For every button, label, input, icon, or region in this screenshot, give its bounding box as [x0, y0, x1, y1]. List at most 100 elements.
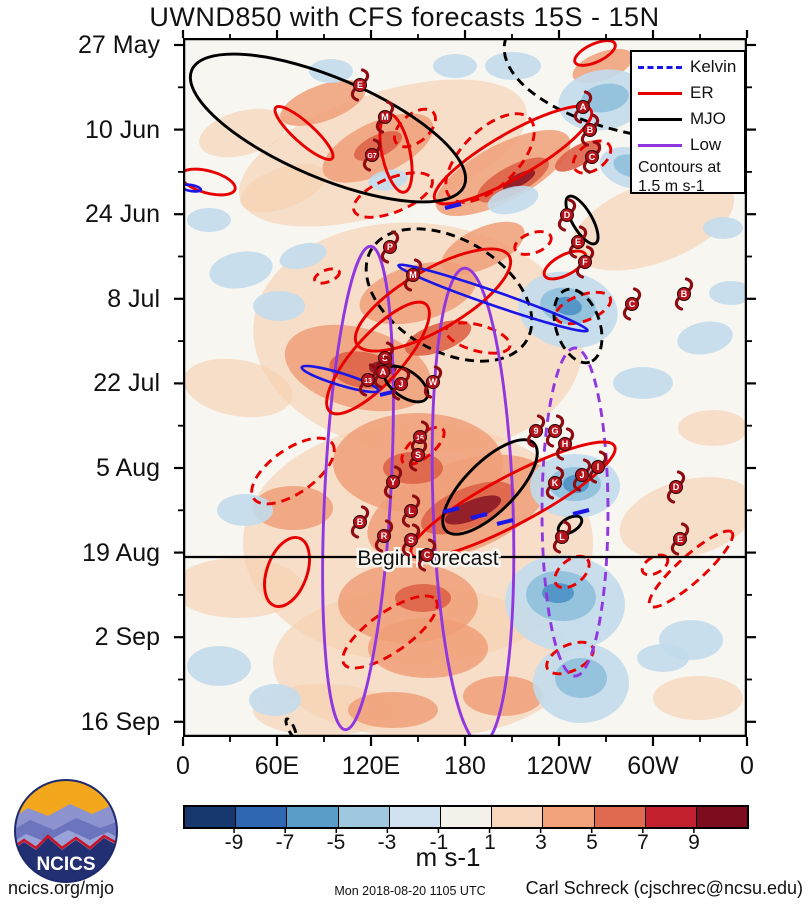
anomaly-blob	[249, 684, 301, 716]
cyclone-letter: L	[559, 532, 565, 542]
colorbar-units: m s-1	[415, 842, 481, 872]
cyclone-letter: S	[415, 450, 421, 460]
cyclone-symbol: D	[666, 470, 686, 504]
anomaly-blob	[240, 163, 326, 213]
colorbar-segment	[644, 807, 696, 827]
cyclone-letter: R	[381, 531, 388, 541]
cyclone-letter: M	[409, 270, 417, 280]
mjo-contour	[364, 227, 534, 363]
cyclone-letter: E	[575, 237, 581, 247]
y-tick-label: 8 Jul	[107, 285, 160, 313]
cyclone-letter: G7	[367, 153, 376, 160]
mjo-contour	[188, 52, 468, 204]
colorbar-tick: 5	[586, 831, 598, 854]
cyclone-letter: H	[562, 439, 569, 449]
colorbar-tick: -1	[429, 831, 449, 854]
ncics-logo: NCICS	[14, 779, 118, 883]
er-contour	[263, 536, 311, 608]
low-line-sample	[638, 143, 682, 147]
y-tick-label: 27 May	[78, 31, 160, 59]
legend-label: Low	[690, 135, 722, 154]
er-contour	[352, 171, 434, 219]
y-tick-label: 2 Sep	[94, 623, 160, 651]
anomaly-blob	[183, 558, 303, 618]
cyclone-symbol: B	[580, 113, 600, 147]
legend-label: Kelvin	[690, 57, 737, 76]
anomaly-blob	[619, 477, 747, 559]
cyclone-letter: D	[564, 210, 571, 220]
colorbar-segment	[388, 807, 440, 827]
er-contour	[183, 167, 237, 197]
cyclone-letter: B	[681, 289, 688, 299]
cyclone-symbol: Y	[383, 465, 403, 499]
er-contour	[571, 139, 613, 175]
legend-row-er: ER	[638, 80, 744, 106]
kelvin-dash	[572, 508, 590, 516]
anomaly-blob	[433, 54, 477, 78]
cyclone-letter: E	[677, 534, 683, 544]
cyclone-symbol: B	[350, 505, 370, 539]
cyclone-symbol: G	[545, 414, 565, 448]
colorbar-segment	[185, 807, 236, 827]
er-contour	[313, 267, 341, 285]
y-tick-label: 16 Sep	[80, 708, 160, 736]
kelvin-dash	[496, 518, 514, 526]
mjo-contour	[284, 717, 298, 737]
cyclone-symbol: W	[423, 365, 443, 399]
cyclone-symbol: S	[401, 523, 421, 557]
cyclone-symbol: J	[572, 458, 592, 492]
cyclone-symbol: M	[403, 258, 423, 292]
anomaly-blob	[485, 52, 541, 80]
colorbar-segment	[337, 807, 389, 827]
plot-border	[183, 38, 747, 737]
cyclone-letter: B	[357, 517, 364, 527]
cyclone-letter: Y	[390, 477, 396, 487]
anomaly-blob	[502, 170, 536, 190]
colorbar-segment	[439, 807, 492, 827]
cyclone-symbol: F	[575, 245, 595, 279]
cyclone-symbol: 9	[526, 414, 546, 448]
colorbar-segment	[235, 807, 287, 827]
cyclone-symbol: M	[375, 100, 395, 134]
cyclone-letter: 9	[533, 426, 538, 436]
contour-note-line2: 1.5 m s-1	[638, 178, 705, 195]
colorbar-tick: 7	[637, 831, 649, 854]
x-tick-label: 60E	[254, 752, 300, 780]
er-contour	[542, 249, 588, 281]
anomaly-blob	[368, 618, 488, 678]
cyclone-symbol: A	[373, 355, 393, 389]
x-tick-label: 120E	[341, 752, 401, 780]
colorbar-tick: 9	[688, 831, 700, 854]
anomaly-blob	[571, 175, 735, 271]
kelvin-dash	[442, 506, 460, 514]
cyclone-symbol: H	[555, 427, 575, 461]
anomaly-blob	[444, 495, 502, 525]
er-contour	[409, 440, 617, 560]
x-tick-label: 180	[444, 752, 486, 780]
kelvin-contour	[300, 364, 380, 394]
cyclone-symbol: D	[557, 198, 577, 232]
anomaly-blob	[187, 646, 251, 686]
anomaly-blob	[677, 321, 733, 355]
er-contour	[273, 105, 335, 161]
cyclone-letter: W	[429, 377, 438, 387]
footer-timestamp: Mon 2018-08-20 1105 UTC	[334, 884, 486, 898]
chart-title: UWND850 with CFS forecasts 15S - 15N	[149, 2, 660, 32]
anomaly-blob	[581, 83, 629, 113]
cyclone-symbol: K	[545, 466, 565, 500]
colorbar-segment	[593, 807, 645, 827]
anomaly-blob	[395, 584, 451, 612]
low-contour	[540, 346, 610, 678]
colorbar-segment	[542, 807, 594, 827]
er-contour	[647, 529, 735, 609]
x-tick-label: 0	[740, 752, 754, 780]
x-tick-label: 60W	[627, 752, 679, 780]
low-contour	[430, 266, 516, 737]
anomaly-blob	[554, 140, 602, 172]
kelvin-contour	[183, 183, 203, 193]
cyclone-letter: F	[582, 257, 588, 267]
y-tick-label: 5 Aug	[96, 454, 160, 482]
mjo-contour	[564, 194, 600, 246]
anomaly-blob	[709, 281, 747, 305]
